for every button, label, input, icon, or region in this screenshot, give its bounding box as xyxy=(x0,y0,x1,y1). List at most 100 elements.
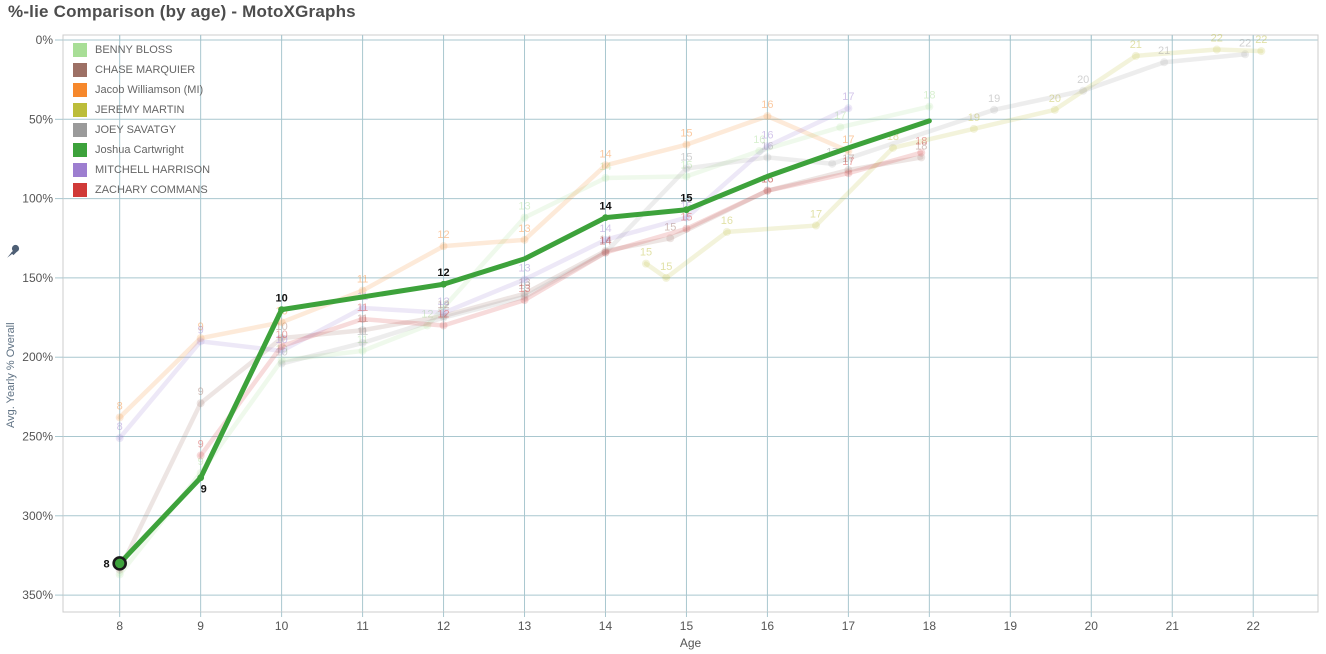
legend-item-joshua-cartwright[interactable]: Joshua Cartwright xyxy=(73,140,210,160)
point-marker[interactable] xyxy=(1257,47,1266,56)
point-marker[interactable] xyxy=(917,153,926,162)
point-marker[interactable] xyxy=(1079,86,1088,95)
point-marker[interactable] xyxy=(763,153,772,162)
point-marker[interactable] xyxy=(925,102,934,111)
point-marker[interactable] xyxy=(601,248,610,257)
series-joey-savatgy[interactable]: 10 11 12 13 14 15 16 17 19 20 21 22 xyxy=(275,37,1251,368)
point-marker[interactable] xyxy=(666,234,675,243)
point-marker[interactable] xyxy=(520,289,529,298)
point-marker[interactable] xyxy=(763,186,772,195)
point-marker[interactable] xyxy=(683,206,690,214)
point-marker[interactable] xyxy=(722,227,731,236)
point-marker[interactable] xyxy=(520,296,529,305)
point-marker[interactable] xyxy=(358,315,367,324)
point-marker[interactable] xyxy=(763,186,772,195)
point-marker[interactable] xyxy=(115,413,124,422)
point-marker[interactable] xyxy=(828,159,837,168)
point-marker[interactable] xyxy=(969,124,978,133)
point-marker[interactable] xyxy=(277,342,286,351)
point-marker[interactable] xyxy=(520,213,529,222)
point-marker[interactable] xyxy=(277,334,286,343)
point-marker[interactable] xyxy=(888,143,897,152)
point-marker[interactable] xyxy=(423,321,432,330)
point-marker[interactable] xyxy=(358,286,367,295)
series-zachary-commans[interactable]: 9 10 11 12 13 14 15 16 17 18 xyxy=(196,136,928,460)
point-marker[interactable] xyxy=(440,280,447,288)
point-marker[interactable] xyxy=(1212,45,1221,54)
point-marker[interactable] xyxy=(358,338,367,347)
point-marker[interactable] xyxy=(196,399,205,408)
series-chase-marquier[interactable]: 9 10 11 12 13 14 15 16 17 18 xyxy=(115,140,928,574)
series-mitchell-harrison[interactable]: 8 9 10 11 12 13 14 15 16 17 xyxy=(115,91,855,443)
legend-item-benny-bloss[interactable]: BENNY BLOSS xyxy=(73,40,210,60)
point-marker[interactable] xyxy=(439,308,448,317)
legend-label: BENNY BLOSS xyxy=(95,44,173,56)
selected-point-marker[interactable] xyxy=(112,556,127,571)
point-marker[interactable] xyxy=(682,224,691,233)
point-marker[interactable] xyxy=(763,112,772,121)
point-marker[interactable] xyxy=(278,306,286,314)
point-marker[interactable] xyxy=(277,356,286,365)
series-joshua-cartwright[interactable]: 8 9 10 12 14 15 xyxy=(104,118,932,571)
point-marker[interactable] xyxy=(439,242,448,251)
pin-axis-button[interactable] xyxy=(6,243,22,259)
series-jacob-williamson[interactable]: 8 9 10 11 12 13 14 15 16 17 xyxy=(115,99,855,422)
point-marker[interactable] xyxy=(602,214,609,222)
point-marker[interactable] xyxy=(520,235,529,244)
legend-item-jacob-williamson[interactable]: Jacob Williamson (MI) xyxy=(73,80,210,100)
point-marker[interactable] xyxy=(844,166,853,175)
point-marker[interactable] xyxy=(1050,105,1059,114)
point-marker[interactable] xyxy=(836,123,845,132)
point-marker[interactable] xyxy=(917,148,926,157)
point-marker[interactable] xyxy=(601,246,610,255)
legend-item-jeremy-martin[interactable]: JEREMY MARTIN xyxy=(73,100,210,120)
point-marker[interactable] xyxy=(439,321,448,330)
point-marker[interactable] xyxy=(196,337,205,346)
point-marker[interactable] xyxy=(682,164,691,173)
legend-item-zachary-commans[interactable]: ZACHARY COMMANS xyxy=(73,180,210,200)
point-marker[interactable] xyxy=(990,105,999,114)
x-tick-label: 13 xyxy=(518,619,532,633)
x-tick-label: 14 xyxy=(599,619,613,633)
point-marker[interactable] xyxy=(641,259,650,268)
point-marker[interactable] xyxy=(662,273,671,282)
point-marker[interactable] xyxy=(812,221,820,230)
point-marker[interactable] xyxy=(844,169,853,178)
point-marker[interactable] xyxy=(682,172,691,181)
point-marker[interactable] xyxy=(196,334,205,343)
point-marker[interactable] xyxy=(439,311,448,320)
point-marker[interactable] xyxy=(601,248,610,257)
point-marker[interactable] xyxy=(1241,50,1250,59)
legend-item-chase-marquier[interactable]: CHASE MARQUIER xyxy=(73,60,210,80)
point-marker[interactable] xyxy=(520,292,529,301)
point-label: 21 xyxy=(1130,39,1142,51)
point-marker[interactable] xyxy=(601,173,610,182)
axis-ticks xyxy=(55,35,1254,617)
point-marker[interactable] xyxy=(197,474,205,482)
point-marker[interactable] xyxy=(115,570,124,579)
point-marker[interactable] xyxy=(196,451,205,460)
point-marker[interactable] xyxy=(1160,58,1169,67)
point-marker[interactable] xyxy=(277,346,286,355)
point-marker[interactable] xyxy=(763,142,772,151)
point-marker[interactable] xyxy=(439,313,448,322)
legend-item-mitchell-harrison[interactable]: MITCHELL HARRISON xyxy=(73,160,210,180)
point-marker[interactable] xyxy=(844,104,853,113)
point-marker[interactable] xyxy=(1131,51,1140,60)
point-marker[interactable] xyxy=(755,147,764,156)
point-marker[interactable] xyxy=(358,326,367,335)
legend-label: Jacob Williamson (MI) xyxy=(95,84,204,96)
point-marker[interactable] xyxy=(358,304,367,313)
point-marker[interactable] xyxy=(601,235,610,244)
point-marker[interactable] xyxy=(277,318,286,327)
point-marker[interactable] xyxy=(601,161,610,170)
point-marker[interactable] xyxy=(358,346,367,355)
legend-item-joey-savatgy[interactable]: JOEY SAVATGY xyxy=(73,120,210,140)
x-tick-label: 9 xyxy=(197,619,204,633)
point-marker[interactable] xyxy=(682,140,691,149)
point-marker[interactable] xyxy=(115,434,124,443)
point-marker[interactable] xyxy=(682,213,691,222)
point-marker[interactable] xyxy=(277,359,286,368)
point-marker[interactable] xyxy=(520,275,529,284)
